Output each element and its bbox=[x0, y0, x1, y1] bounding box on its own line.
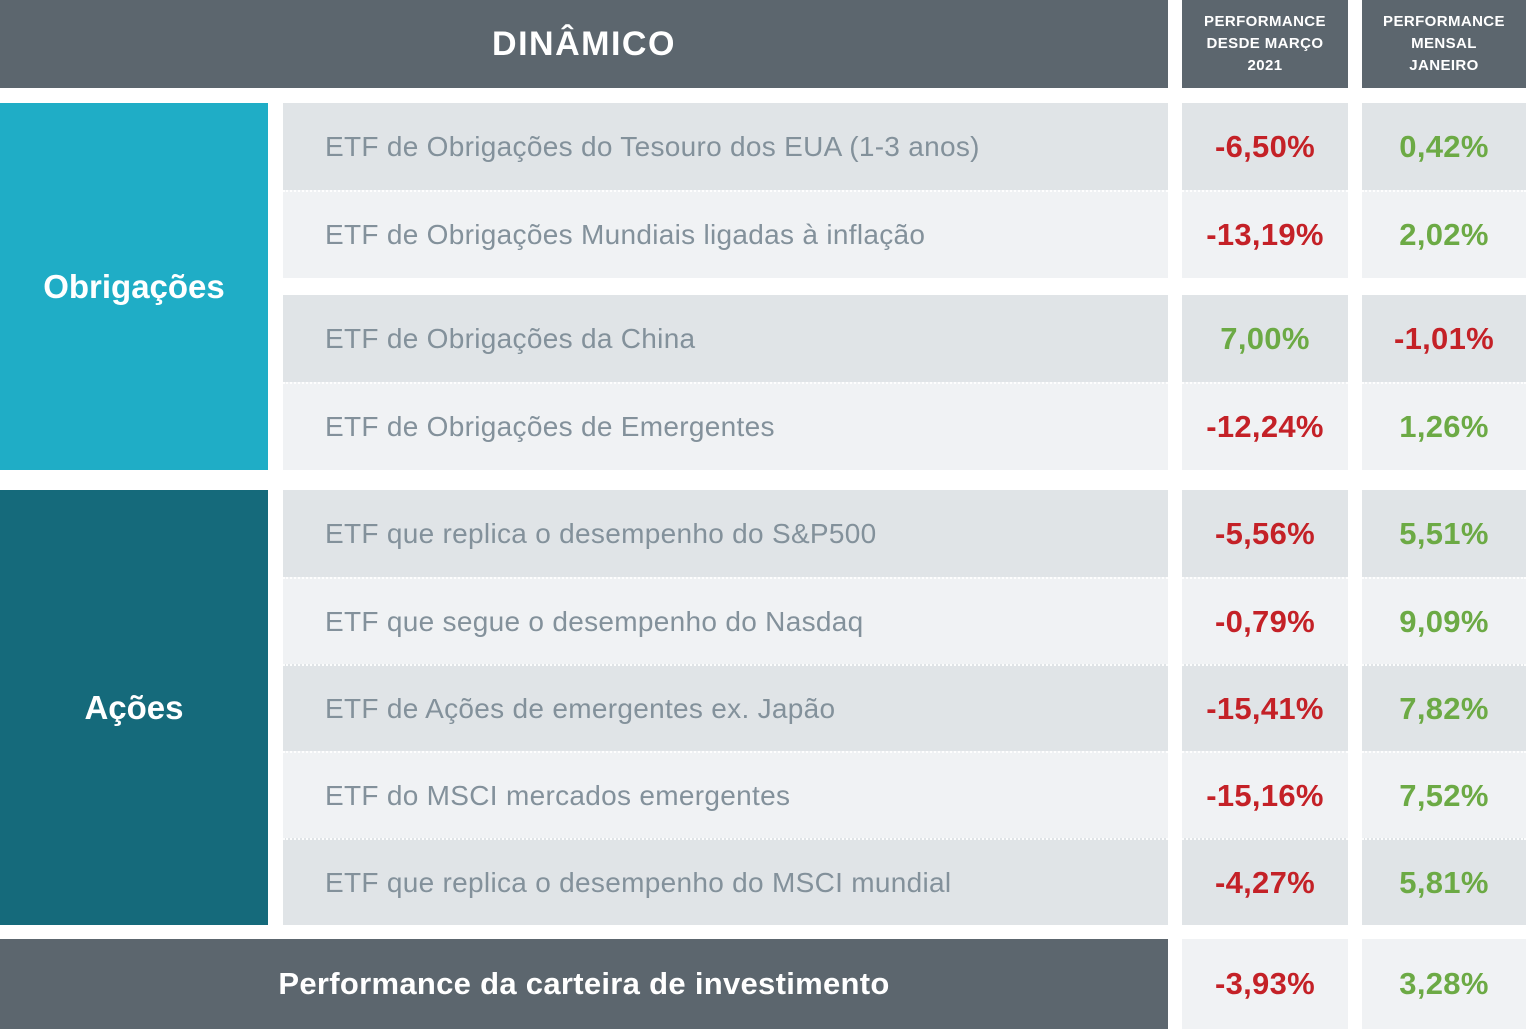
performance-monthly-value: 9,09% bbox=[1362, 577, 1526, 664]
portfolio-performance-bar: Performance da carteira de investimento bbox=[0, 939, 1168, 1029]
performance-monthly-value: -1,01% bbox=[1362, 295, 1526, 382]
performance-monthly-value: 7,52% bbox=[1362, 751, 1526, 838]
group-block-bonds: Obrigações bbox=[0, 103, 268, 470]
table-header-bar: DINÂMICO bbox=[0, 0, 1168, 88]
performance-monthly-value: 0,42% bbox=[1362, 103, 1526, 190]
etf-name: ETF de Ações de emergentes ex. Japão bbox=[283, 664, 1168, 751]
column-header-monthly: PERFORMANCE MENSAL JANEIRO bbox=[1362, 0, 1526, 88]
group-block-stocks: Ações bbox=[0, 490, 268, 925]
performance-since-march-value: 7,00% bbox=[1182, 295, 1348, 382]
performance-since-march-value: -0,79% bbox=[1182, 577, 1348, 664]
performance-since-march-value: -15,16% bbox=[1182, 751, 1348, 838]
performance-monthly-value: 2,02% bbox=[1362, 190, 1526, 278]
performance-monthly-value: 7,82% bbox=[1362, 664, 1526, 751]
etf-name: ETF que replica o desempenho do MSCI mun… bbox=[283, 838, 1168, 925]
etf-name: ETF do MSCI mercados emergentes bbox=[283, 751, 1168, 838]
performance-monthly-value: 5,51% bbox=[1362, 490, 1526, 577]
etf-name: ETF de Obrigações do Tesouro dos EUA (1-… bbox=[283, 103, 1168, 190]
performance-since-march-value: -4,27% bbox=[1182, 838, 1348, 925]
etf-name: ETF de Obrigações da China bbox=[283, 295, 1168, 382]
etf-name: ETF que segue o desempenho do Nasdaq bbox=[283, 577, 1168, 664]
portfolio-title: DINÂMICO bbox=[492, 24, 676, 63]
performance-since-march-value: -12,24% bbox=[1182, 382, 1348, 470]
etf-name: ETF de Obrigações de Emergentes bbox=[283, 382, 1168, 470]
etf-name: ETF de Obrigações Mundiais ligadas à inf… bbox=[283, 190, 1168, 278]
performance-monthly-value: 1,26% bbox=[1362, 382, 1526, 470]
performance-monthly-value: 5,81% bbox=[1362, 838, 1526, 925]
performance-since-march-value: -5,56% bbox=[1182, 490, 1348, 577]
portfolio-since-march-value: -3,93% bbox=[1182, 939, 1348, 1029]
performance-since-march-value: -13,19% bbox=[1182, 190, 1348, 278]
performance-since-march-value: -15,41% bbox=[1182, 664, 1348, 751]
portfolio-monthly-value: 3,28% bbox=[1362, 939, 1526, 1029]
etf-name: ETF que replica o desempenho do S&P500 bbox=[283, 490, 1168, 577]
column-header-since-march: PERFORMANCE DESDE MARÇO 2021 bbox=[1182, 0, 1348, 88]
performance-since-march-value: -6,50% bbox=[1182, 103, 1348, 190]
